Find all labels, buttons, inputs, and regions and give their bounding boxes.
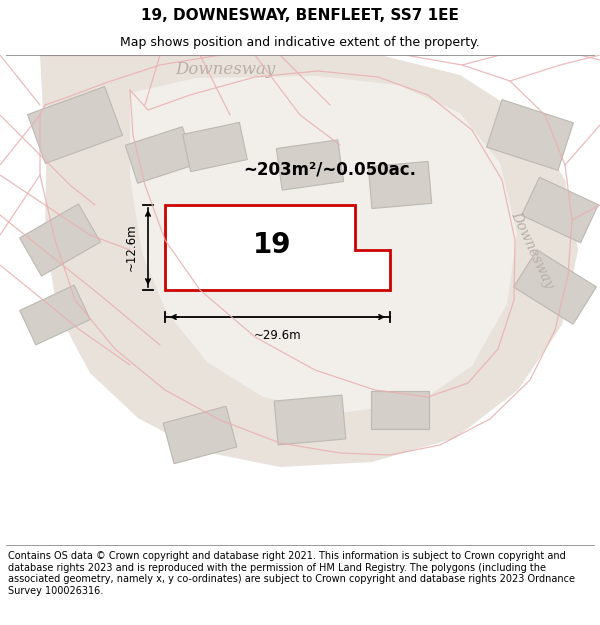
Polygon shape <box>487 99 574 171</box>
Polygon shape <box>368 161 432 209</box>
Polygon shape <box>28 86 122 164</box>
Text: 19, DOWNESWAY, BENFLEET, SS7 1EE: 19, DOWNESWAY, BENFLEET, SS7 1EE <box>141 8 459 23</box>
Polygon shape <box>125 127 195 183</box>
Polygon shape <box>274 395 346 445</box>
Polygon shape <box>20 204 100 276</box>
Text: Downesway: Downesway <box>175 61 275 79</box>
Polygon shape <box>20 285 90 345</box>
Polygon shape <box>130 76 517 413</box>
Polygon shape <box>371 391 429 429</box>
Polygon shape <box>163 406 237 464</box>
Polygon shape <box>40 55 578 467</box>
Text: ~12.6m: ~12.6m <box>125 224 138 271</box>
Text: 19: 19 <box>253 231 291 259</box>
Polygon shape <box>277 140 344 190</box>
Polygon shape <box>130 76 517 413</box>
Text: Contains OS data © Crown copyright and database right 2021. This information is : Contains OS data © Crown copyright and d… <box>8 551 575 596</box>
Text: ~203m²/~0.050ac.: ~203m²/~0.050ac. <box>244 161 416 179</box>
Polygon shape <box>165 205 390 290</box>
Text: Map shows position and indicative extent of the property.: Map shows position and indicative extent… <box>120 36 480 49</box>
Polygon shape <box>514 250 596 324</box>
Text: ~29.6m: ~29.6m <box>254 329 301 342</box>
Polygon shape <box>521 177 598 242</box>
Text: Downesway: Downesway <box>508 209 556 291</box>
Polygon shape <box>182 122 247 172</box>
